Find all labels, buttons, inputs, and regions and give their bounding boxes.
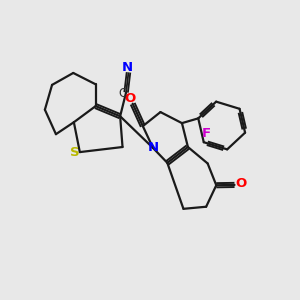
Text: N: N <box>147 141 158 154</box>
Text: F: F <box>202 128 211 140</box>
Text: O: O <box>236 177 247 190</box>
Text: N: N <box>122 61 133 74</box>
Text: S: S <box>70 146 79 159</box>
Text: C: C <box>118 87 127 101</box>
Text: O: O <box>124 92 135 105</box>
